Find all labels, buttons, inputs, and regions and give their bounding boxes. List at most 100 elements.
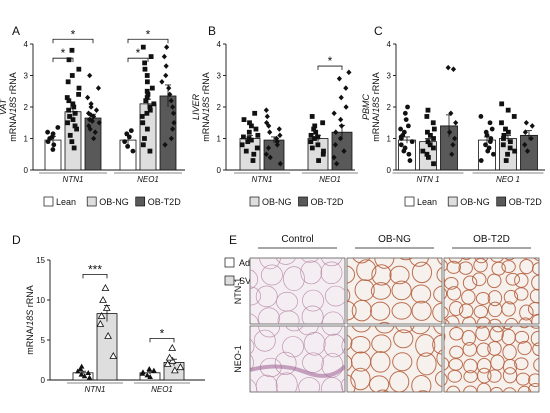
data-point [66, 98, 72, 104]
data-point [263, 119, 270, 126]
significance-bracket [82, 274, 108, 279]
y-tick-label: 3 [24, 72, 29, 81]
y-tick-label: 15 [36, 256, 45, 265]
data-point [96, 119, 102, 126]
cell-mesh [347, 326, 442, 413]
data-point [78, 363, 85, 369]
data-point [337, 135, 344, 142]
data-point [165, 353, 174, 361]
cell-membrane [261, 264, 283, 286]
histology-row-label-group: NTN-1 [233, 278, 243, 305]
cell-membrane [517, 385, 532, 392]
data-point [124, 131, 130, 137]
cell-membrane [409, 258, 430, 267]
cell-membrane [532, 262, 539, 276]
data-point [499, 120, 504, 126]
data-point [144, 88, 150, 94]
data-point [45, 129, 51, 135]
cell-membrane [321, 377, 343, 392]
cell-membrane [448, 300, 464, 316]
x-group-label: NEO1 [319, 175, 341, 184]
data-point [241, 117, 247, 122]
data-point [243, 148, 249, 154]
data-point [315, 134, 321, 140]
data-point [488, 136, 494, 141]
cell-membrane [283, 397, 304, 413]
data-point [336, 75, 343, 82]
data-point [168, 97, 174, 104]
cell-membrane [389, 265, 410, 285]
data-point [144, 79, 150, 85]
legend-swatch [404, 196, 415, 207]
cell-membrane [411, 261, 433, 284]
cell-membrane [502, 387, 517, 392]
cell-membrane [446, 385, 461, 392]
data-point [341, 148, 347, 154]
data-point [316, 158, 321, 163]
significance-bracket [127, 38, 169, 44]
y-tick-label: 0 [387, 166, 392, 175]
data-point [425, 155, 431, 160]
panel-e: E Control OB-NG OB-T2D NTN-1 NEO-1 [229, 233, 550, 413]
y-label-text: mRNA/18S rRNA [25, 285, 35, 355]
cell-membrane [255, 285, 278, 308]
data-point [503, 158, 509, 163]
data-point [109, 351, 118, 359]
data-point [320, 151, 326, 157]
data-point [252, 110, 258, 116]
cell-membrane [390, 393, 409, 413]
cell-membrane [528, 382, 539, 392]
cell-membrane [444, 306, 449, 319]
cell-membrane [444, 276, 459, 290]
data-point [93, 107, 100, 113]
data-point [320, 120, 326, 126]
cell-membrane [250, 338, 255, 355]
cell-membrane [462, 275, 478, 291]
data-point [501, 136, 506, 141]
legend-swatch [298, 196, 308, 207]
data-point [450, 142, 456, 148]
data-point [64, 95, 70, 100]
data-point [431, 145, 436, 151]
x-group-label: NTN1 [63, 175, 84, 184]
legend-swatch [86, 196, 97, 207]
cell-membrane [543, 343, 550, 355]
cell-membrane [301, 305, 324, 324]
data-point [67, 132, 73, 138]
data-point [401, 129, 407, 135]
cell-membrane [531, 313, 539, 324]
data-point [144, 372, 151, 378]
data-point [425, 139, 431, 145]
cell-membrane [370, 301, 391, 321]
data-point [308, 132, 314, 138]
data-point [125, 143, 131, 149]
data-point [321, 148, 326, 154]
x-group-label: NTN1 [85, 385, 106, 394]
data-point [140, 120, 146, 126]
histology-row-label: NEO-1 [233, 345, 243, 373]
data-point [263, 151, 269, 158]
data-point [308, 139, 314, 145]
data-point [170, 366, 179, 374]
cell-membrane [543, 273, 550, 288]
data-point [312, 136, 317, 141]
data-point [102, 303, 111, 311]
cell-membrane [282, 336, 304, 358]
cell-membrane [487, 273, 502, 289]
data-point [76, 85, 82, 91]
cell-membrane [258, 307, 280, 324]
cell-membrane [474, 258, 489, 264]
data-point [250, 158, 256, 163]
data-point [50, 147, 56, 152]
data-point [88, 101, 94, 107]
data-point [339, 123, 345, 129]
cell-membrane [300, 260, 323, 285]
cell-membrane [489, 386, 504, 392]
significance-label: * [160, 326, 165, 340]
data-point [74, 126, 80, 132]
data-point [101, 283, 110, 291]
cell-membrane [350, 335, 371, 354]
data-point [85, 110, 92, 117]
data-point [159, 79, 165, 85]
data-point [145, 92, 151, 97]
